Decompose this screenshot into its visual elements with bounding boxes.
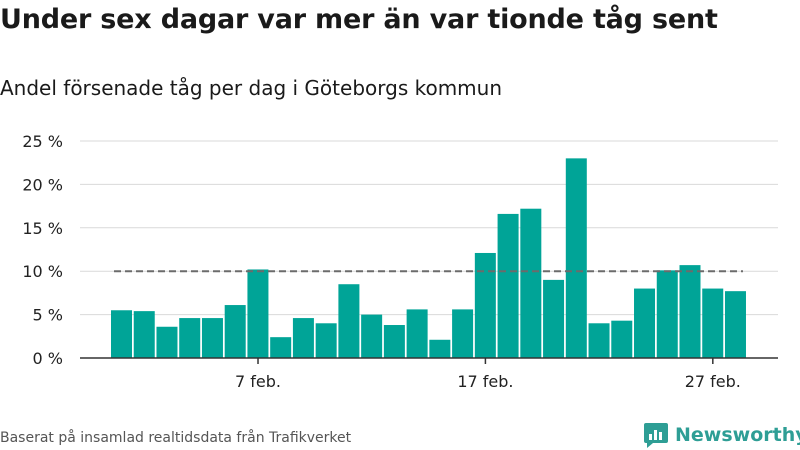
bar <box>270 337 292 358</box>
bar <box>679 265 701 358</box>
bar <box>111 310 132 358</box>
chart-title: Under sex dagar var mer än var tionde tå… <box>0 4 718 35</box>
bar <box>315 323 337 358</box>
bar <box>634 288 656 358</box>
x-tick-label: 27 feb. <box>685 372 741 391</box>
bar <box>611 320 633 358</box>
bar <box>724 291 746 358</box>
bar <box>452 309 474 358</box>
y-tick-label: 5 % <box>33 306 63 325</box>
bar <box>292 318 314 358</box>
bar <box>406 309 428 358</box>
bar <box>497 213 519 358</box>
bar <box>565 158 587 358</box>
newsworthy-logo-icon <box>644 423 668 448</box>
bar <box>133 311 155 358</box>
chart-subtitle: Andel försenade tåg per dag i Göteborgs … <box>0 76 503 100</box>
bar <box>338 284 360 358</box>
bar-chart: 0 % 5 % 10 % 15 % 20 % 25 % 7 feb. 17 feb. 27 fe… <box>22 132 778 391</box>
x-tick-label: 17 feb. <box>457 372 513 391</box>
bar <box>179 318 201 358</box>
newsworthy-logo: Newsworthy <box>643 421 800 449</box>
newsworthy-logo-text: Newsworthy <box>675 424 800 446</box>
y-tick-label: 0 % <box>33 349 63 368</box>
bar <box>702 288 724 358</box>
bar <box>224 305 246 358</box>
bar <box>520 208 542 358</box>
y-tick-label: 20 % <box>22 175 63 194</box>
y-tick-label: 25 % <box>22 132 63 151</box>
bar <box>588 323 610 358</box>
bar <box>656 270 678 358</box>
bar <box>543 279 565 358</box>
bar <box>361 314 383 358</box>
y-tick-label: 10 % <box>22 262 63 281</box>
bar <box>383 325 405 358</box>
y-tick-label: 15 % <box>22 219 63 238</box>
bar <box>201 318 223 358</box>
bar <box>247 269 269 358</box>
bar <box>156 326 178 358</box>
bar <box>474 252 496 358</box>
source-note: Baserat på insamlad realtidsdata från Tr… <box>0 430 352 446</box>
bar <box>429 339 451 358</box>
x-tick-label: 7 feb. <box>235 372 281 391</box>
